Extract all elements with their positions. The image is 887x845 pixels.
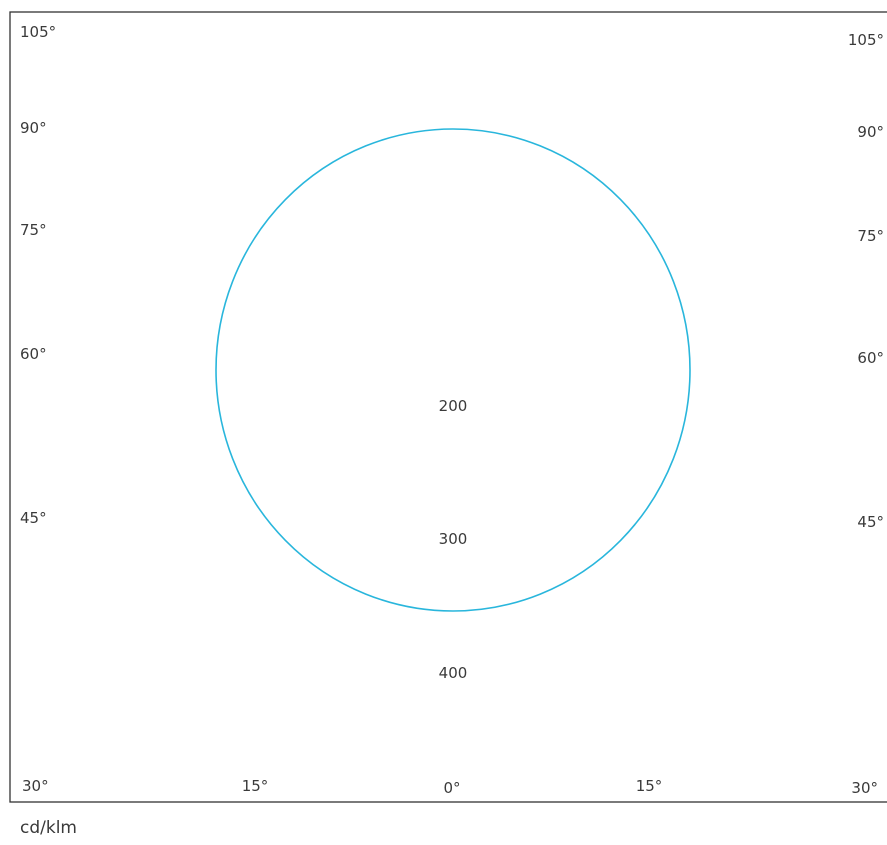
left-angle-label: 30° xyxy=(22,777,49,795)
radial-tick-label: 200 xyxy=(439,397,468,415)
radial-tick-label: 400 xyxy=(439,664,468,682)
left-angle-label: 60° xyxy=(20,345,47,363)
bottom-angle-label: 15° xyxy=(242,777,269,795)
right-angle-label: 45° xyxy=(857,513,884,531)
bottom-angle-label: 15° xyxy=(636,777,663,795)
right-angle-label: 90° xyxy=(857,123,884,141)
right-angle-label: 30° xyxy=(851,779,878,797)
series-curve xyxy=(215,128,691,612)
radial-tick-label: 300 xyxy=(439,530,468,548)
bottom-angle-label: 0° xyxy=(443,779,460,797)
left-angle-label: 90° xyxy=(20,119,47,137)
chart-frame xyxy=(9,11,887,803)
right-angle-label: 75° xyxy=(857,227,884,245)
left-angle-label: 45° xyxy=(20,509,47,527)
right-angle-label: 105° xyxy=(848,31,884,49)
left-angle-label: 75° xyxy=(20,221,47,239)
right-angle-label: 60° xyxy=(857,349,884,367)
unit-label: cd/klm xyxy=(20,818,77,838)
series-layer xyxy=(215,128,691,612)
left-angle-label: 105° xyxy=(20,23,56,41)
